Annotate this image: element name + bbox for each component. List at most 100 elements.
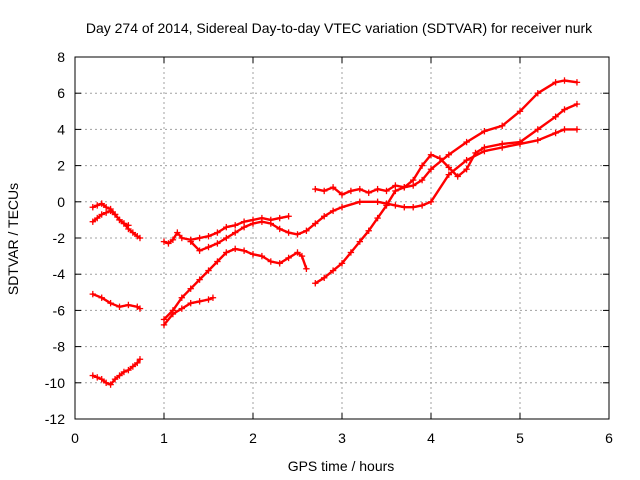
x-tick-label: 1 xyxy=(160,430,168,446)
data-point xyxy=(561,126,568,133)
data-point xyxy=(276,225,283,233)
data-point xyxy=(436,155,444,162)
data-point xyxy=(98,211,105,218)
data-point xyxy=(534,90,541,97)
y-tick-label: 2 xyxy=(57,158,65,174)
data-point xyxy=(392,202,399,209)
data-point xyxy=(445,171,452,178)
data-point xyxy=(392,187,399,195)
axis-ticks: 0 1 2 3 4 5 6 -12 -10 -8 -6 -4 -2 0 2 4 6 8 xyxy=(45,49,613,446)
data-point xyxy=(285,254,292,262)
data-point xyxy=(89,204,96,211)
data-point xyxy=(347,249,355,256)
data-series xyxy=(89,77,581,388)
data-point xyxy=(401,184,408,191)
data-point xyxy=(454,173,461,180)
data-point xyxy=(187,299,194,307)
data-point xyxy=(187,285,194,292)
data-point xyxy=(427,198,435,205)
data-point xyxy=(356,185,363,193)
data-point xyxy=(321,213,328,220)
data-point xyxy=(463,166,470,173)
data-point xyxy=(89,372,96,379)
data-point xyxy=(294,231,301,238)
data-point xyxy=(94,374,101,381)
data-point xyxy=(129,229,137,236)
data-point xyxy=(223,223,230,231)
data-point xyxy=(499,140,506,148)
data-point xyxy=(267,220,274,227)
data-point xyxy=(267,258,274,265)
data-point xyxy=(187,238,194,245)
data-point xyxy=(98,294,105,301)
data-point xyxy=(232,245,239,253)
data-point xyxy=(223,249,230,256)
data-point xyxy=(383,202,390,209)
data-point xyxy=(94,202,101,209)
data-point xyxy=(303,265,310,272)
y-tick-label: -10 xyxy=(45,375,65,391)
data-point xyxy=(561,77,568,84)
data-point xyxy=(178,294,185,301)
data-point xyxy=(356,238,363,245)
data-point xyxy=(111,375,119,383)
data-point xyxy=(240,223,248,231)
data-point xyxy=(125,222,132,229)
data-series-6 xyxy=(187,126,581,254)
y-tick-label: -4 xyxy=(53,266,66,282)
y-tick-label: 6 xyxy=(57,85,65,101)
data-point xyxy=(418,176,426,184)
data-point xyxy=(232,229,239,236)
data-point xyxy=(445,151,452,158)
data-point xyxy=(240,218,248,225)
data-point xyxy=(516,138,524,146)
data-point xyxy=(223,234,230,242)
y-tick-label: -12 xyxy=(45,411,65,427)
data-point xyxy=(102,379,110,386)
data-point xyxy=(445,164,452,171)
x-tick-label: 5 xyxy=(516,430,524,446)
data-point xyxy=(329,267,337,274)
data-point xyxy=(136,356,144,363)
data-point xyxy=(240,247,248,254)
data-point xyxy=(136,234,144,242)
series-line xyxy=(91,358,142,386)
data-point xyxy=(160,321,168,329)
data-point xyxy=(258,218,266,225)
data-point xyxy=(499,122,506,129)
y-tick-label: 4 xyxy=(57,121,65,137)
data-point xyxy=(249,220,257,227)
data-point xyxy=(329,207,337,215)
series-line xyxy=(162,247,308,321)
data-point xyxy=(196,276,203,283)
data-point xyxy=(573,126,581,133)
data-point xyxy=(365,227,372,234)
data-point xyxy=(552,79,559,86)
y-tick-label: -8 xyxy=(53,339,66,355)
data-point xyxy=(481,128,488,135)
data-point xyxy=(125,366,132,374)
data-point xyxy=(107,381,114,388)
data-point xyxy=(214,240,221,247)
data-point xyxy=(294,249,301,256)
data-point xyxy=(321,274,328,282)
x-tick-label: 2 xyxy=(249,430,257,446)
data-point xyxy=(174,229,181,236)
data-point xyxy=(102,209,110,216)
y-tick-label: -2 xyxy=(53,230,66,246)
data-point xyxy=(573,100,581,108)
data-point xyxy=(205,232,212,240)
data-point xyxy=(285,213,292,220)
y-axis-label: SDTVAR / TECUs xyxy=(5,183,21,295)
data-point xyxy=(312,185,319,193)
data-point xyxy=(534,137,541,144)
data-point xyxy=(205,296,212,303)
data-point xyxy=(98,375,105,383)
data-point xyxy=(410,176,417,184)
data-point xyxy=(365,189,372,196)
data-point xyxy=(120,220,128,227)
data-point xyxy=(169,236,177,244)
data-point xyxy=(276,260,283,267)
data-point xyxy=(463,156,470,164)
